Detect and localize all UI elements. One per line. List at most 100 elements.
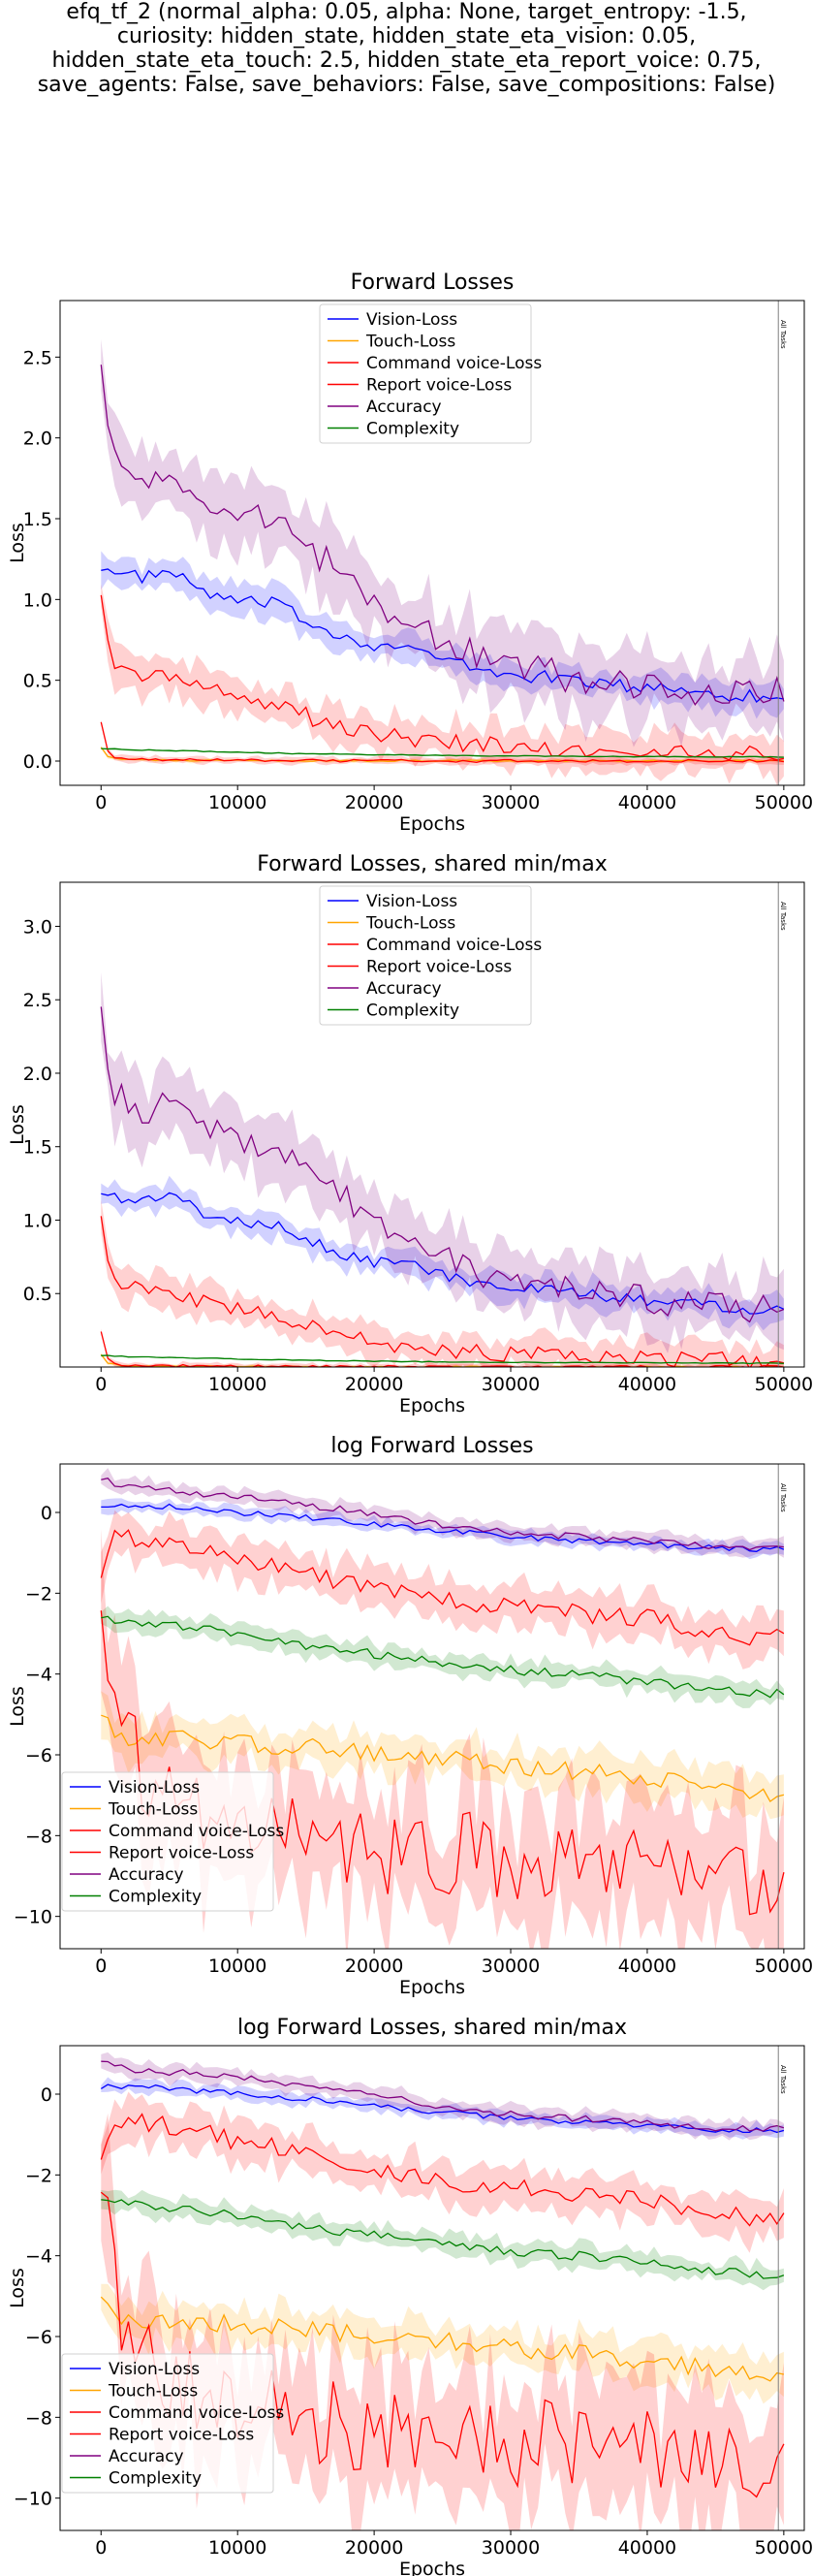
line-complexity xyxy=(101,1615,785,1699)
legend: Vision-Loss Touch-Loss Command voice-Loss R… xyxy=(61,1771,284,1912)
x-tick-label: 0 xyxy=(95,1374,107,1395)
line-vision xyxy=(101,1503,785,1552)
band-complexity xyxy=(101,2189,784,2291)
y-tick-label: 1.5 xyxy=(23,509,52,530)
suptitle-line: efq_tf_2 (normal_alpha: 0.05, alpha: Non… xyxy=(66,0,747,24)
figure-suptitle: efq_tf_2 (normal_alpha: 0.05, alpha: Non… xyxy=(0,0,813,97)
x-tick-label: 20000 xyxy=(345,2537,403,2559)
x-tick-label: 50000 xyxy=(755,2537,813,2559)
y-tick-label: −10 xyxy=(14,1907,52,1928)
line-touch xyxy=(100,2296,785,2382)
band-vision xyxy=(101,1498,784,1560)
y-tick-label: 2.0 xyxy=(23,429,52,450)
task-line-label: All Tasks xyxy=(779,1483,787,1512)
x-tick-label: 0 xyxy=(95,2537,107,2559)
line-touch xyxy=(101,1714,785,1803)
y-tick-label: 2.5 xyxy=(23,347,52,368)
band-command xyxy=(101,1510,784,1670)
chart-title: log Forward Losses, shared min/max xyxy=(237,2016,627,2040)
chart-title: log Forward Losses xyxy=(330,1434,533,1458)
legend-label-touch: Touch-Loss xyxy=(108,2382,198,2401)
x-tick-label: 10000 xyxy=(208,2537,266,2559)
y-tick-label: 1.0 xyxy=(23,1210,52,1231)
plot-area xyxy=(100,2051,785,2530)
y-tick-label: 0.5 xyxy=(23,671,52,692)
line-vision xyxy=(101,568,785,703)
line-vision xyxy=(101,1192,785,1315)
legend-box xyxy=(61,2353,274,2494)
line-complexity xyxy=(101,1354,784,1365)
x-tick-label: 30000 xyxy=(482,2537,540,2559)
band-touch xyxy=(101,1691,784,1820)
legend-label-command: Command voice-Loss xyxy=(109,2403,284,2423)
band-layer xyxy=(101,971,784,1367)
x-tick-label: 10000 xyxy=(208,792,266,813)
band-touch xyxy=(101,2283,784,2404)
y-axis-label: Loss xyxy=(7,2268,28,2308)
legend-label-touch: Touch-Loss xyxy=(365,333,455,352)
x-tick-label: 30000 xyxy=(482,1374,540,1395)
chart-title: Forward Losses, shared min/max xyxy=(257,852,607,876)
chart-log-forward-losses-shared: log Forward Losses, shared min/max All Ta… xyxy=(7,2016,813,2576)
x-tick-label: 20000 xyxy=(345,1374,403,1395)
y-tick-label: −6 xyxy=(25,2327,52,2348)
y-axis-label: Loss xyxy=(7,1104,28,1145)
x-axis-label: Epochs xyxy=(399,1977,465,1998)
x-tick-label: 40000 xyxy=(618,792,676,813)
suptitle-line: curiosity: hidden_state, hidden_state_et… xyxy=(116,24,697,48)
y-tick-label: 0 xyxy=(41,1503,52,1524)
legend-label-accuracy: Accuracy xyxy=(109,2447,184,2466)
line-report xyxy=(100,721,784,763)
band-accuracy xyxy=(101,338,784,747)
plot-frame xyxy=(59,300,805,786)
x-tick-label: 50000 xyxy=(755,1956,813,1977)
legend: Vision-Loss Touch-Loss Command voice-Loss R… xyxy=(319,303,542,444)
x-tick-label: 40000 xyxy=(618,1956,676,1977)
task-line-label: All Tasks xyxy=(779,320,787,349)
band-command xyxy=(101,2091,784,2253)
legend-label-complexity: Complexity xyxy=(109,1888,202,1907)
y-axis-label: Loss xyxy=(7,1686,28,1727)
x-tick-label: 20000 xyxy=(345,792,403,813)
x-tick-label: 10000 xyxy=(208,1956,266,1977)
legend-label-complexity: Complexity xyxy=(366,1002,459,1021)
y-tick-label: −4 xyxy=(25,2246,52,2268)
plot-frame xyxy=(59,1463,805,1950)
plot-area xyxy=(100,338,785,785)
task-line-label: All Tasks xyxy=(779,2065,787,2094)
y-tick-label: 0 xyxy=(41,2084,52,2106)
x-tick-label: 0 xyxy=(95,792,107,813)
legend-label-touch: Touch-Loss xyxy=(365,914,455,934)
y-tick-label: 2.5 xyxy=(23,990,52,1011)
legend-label-vision: Vision-Loss xyxy=(109,2360,200,2379)
legend-label-accuracy: Accuracy xyxy=(366,398,442,417)
chart-forward-losses-shared: Forward Losses, shared min/max All Tasks 0… xyxy=(7,852,813,1416)
line-command xyxy=(100,2113,785,2227)
y-tick-label: −2 xyxy=(25,2165,52,2186)
x-axis-label: Epochs xyxy=(399,2559,465,2576)
band-command xyxy=(101,584,784,785)
plot-area xyxy=(100,971,785,1367)
legend-label-command: Command voice-Loss xyxy=(109,1822,284,1841)
y-tick-label: 2.0 xyxy=(23,1064,52,1085)
x-tick-label: 0 xyxy=(95,1956,107,1977)
band-command xyxy=(101,1199,784,1367)
band-vision xyxy=(101,551,784,719)
line-complexity xyxy=(101,747,784,758)
y-tick-label: −4 xyxy=(25,1665,52,1686)
line-accuracy xyxy=(101,2060,785,2132)
legend-label-complexity: Complexity xyxy=(366,420,459,439)
y-axis-label: Loss xyxy=(7,523,28,563)
x-tick-label: 10000 xyxy=(208,1374,266,1395)
y-tick-label: 1.0 xyxy=(23,589,52,611)
legend-box xyxy=(319,303,532,444)
legend-label-vision: Vision-Loss xyxy=(366,310,457,330)
y-tick-label: 0.0 xyxy=(23,751,52,773)
line-report xyxy=(100,1331,785,1367)
suptitle-line: save_agents: False, save_behaviors: Fals… xyxy=(37,73,776,97)
legend: Vision-Loss Touch-Loss Command voice-Loss R… xyxy=(319,885,542,1026)
line-accuracy xyxy=(101,1477,784,1551)
x-tick-label: 50000 xyxy=(755,792,813,813)
y-tick-label: 1.5 xyxy=(23,1137,52,1159)
task-line-label: All Tasks xyxy=(779,902,787,931)
